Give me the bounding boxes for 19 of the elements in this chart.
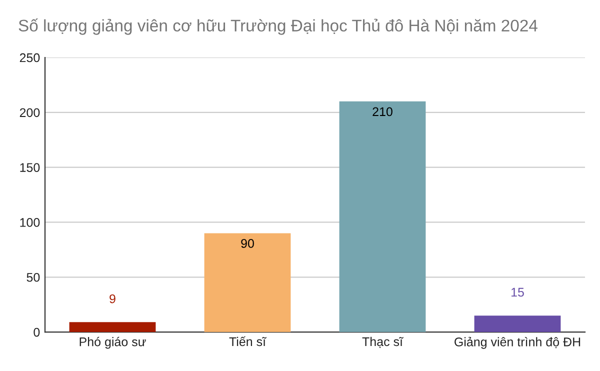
y-tick-label: 50	[26, 272, 40, 282]
y-tick-label: 200	[20, 108, 40, 118]
y-tick-label: 250	[20, 53, 40, 62]
data-label: 210	[372, 107, 392, 116]
data-label: 9	[110, 294, 116, 304]
bar	[339, 101, 426, 332]
x-tick-label: Giảng viên trình độ ĐH	[454, 336, 580, 349]
x-tick-label: Phó giáo sư	[80, 336, 146, 349]
x-tick-label: Tiến sĩ	[229, 336, 266, 346]
x-tick-label: Thạc sĩ	[362, 336, 404, 348]
data-label: 90	[241, 239, 254, 248]
data-label: 15	[512, 288, 524, 297]
y-tick-label: 150	[20, 163, 40, 172]
bar	[474, 316, 561, 332]
y-tick-label: 100	[20, 218, 40, 227]
y-tick-label: 0	[34, 328, 40, 337]
bar	[204, 233, 291, 332]
chart-title: Số lượng giảng viên cơ hữu Trường Đại học Thủ đô Hà Nội năm 2024	[18, 18, 538, 35]
bar	[69, 322, 156, 332]
